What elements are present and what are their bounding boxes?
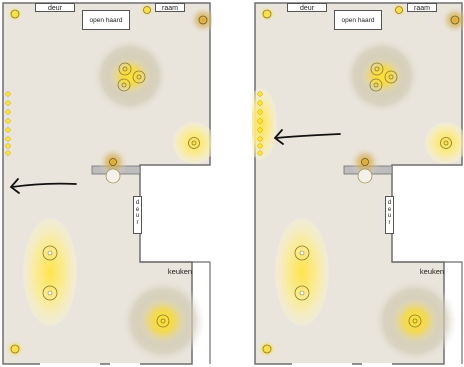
lamp-icon xyxy=(262,344,272,354)
light-glow-kitchen xyxy=(390,296,440,346)
string-lights xyxy=(5,91,11,156)
light-glow-window xyxy=(140,3,154,17)
open-hearth-label: open haard xyxy=(82,10,130,30)
lamp-icon xyxy=(412,318,418,324)
door-top-label: deur xyxy=(35,3,75,12)
lamp-icon xyxy=(121,82,127,88)
floorplan-after: deur open haard raam d e u r keuken xyxy=(252,0,464,367)
lamp-icon xyxy=(357,168,373,184)
light-glow-kitchen xyxy=(138,296,188,346)
lamp-icon xyxy=(132,70,146,84)
lamp-icon xyxy=(443,140,449,146)
lamp-icon xyxy=(118,62,132,76)
lamp-icon xyxy=(188,137,200,149)
lamp-icon xyxy=(384,70,398,84)
lamp-icon xyxy=(369,78,383,92)
door-side-label: d e u r xyxy=(385,196,394,234)
window-label: raam xyxy=(155,3,185,12)
lamp-icon xyxy=(136,74,142,80)
light-core-living xyxy=(360,56,404,96)
light-glow-right xyxy=(425,122,464,164)
lamp-icon xyxy=(42,245,58,261)
lamp-icon xyxy=(299,290,305,296)
lamp-icon xyxy=(440,137,452,149)
lamp-icon xyxy=(117,78,131,92)
open-hearth-label: open haard xyxy=(334,10,382,30)
light-glow-corner xyxy=(259,6,275,22)
lamp-icon xyxy=(374,66,380,72)
floorplan-svg xyxy=(2,2,212,365)
string-lights-glow xyxy=(252,88,277,160)
lamp-icon xyxy=(294,245,310,261)
lamp-icon xyxy=(122,66,128,72)
light-glow-window xyxy=(392,3,406,17)
light-glow-topright xyxy=(189,6,212,34)
lamp-icon xyxy=(388,74,394,80)
light-glow-oval xyxy=(23,218,77,326)
string-lights xyxy=(257,91,263,156)
light-glow-right xyxy=(173,122,212,164)
door-top-label: deur xyxy=(287,3,327,12)
kitchen-wall xyxy=(140,261,211,364)
light-glow-bottomleft xyxy=(258,340,276,358)
lamp-icon xyxy=(42,285,58,301)
lamp-icon xyxy=(408,314,422,328)
light-glow-stub xyxy=(350,147,380,177)
floorplan-before: deur open haard raam d e u r keuken xyxy=(0,0,212,367)
light-glow-stub xyxy=(98,147,128,177)
lamp-icon xyxy=(299,250,305,256)
lamp-icon xyxy=(105,168,121,184)
floorplan-svg xyxy=(252,2,464,365)
lamp-icon xyxy=(395,6,403,14)
lamp-icon xyxy=(373,82,379,88)
light-glow-topright xyxy=(441,6,464,34)
lamp-icon xyxy=(294,285,310,301)
kitchen-label: keuken xyxy=(167,267,193,276)
lamp-icon xyxy=(361,158,369,166)
lamp-icon xyxy=(10,9,20,19)
lamp-icon xyxy=(198,15,208,25)
lamp-icon xyxy=(450,15,460,25)
kitchen-label: keuken xyxy=(419,267,445,276)
lamp-icon xyxy=(370,62,384,76)
lamp-icon xyxy=(143,6,151,14)
kitchen-wall xyxy=(392,261,463,364)
light-glow-bottomleft xyxy=(6,340,24,358)
door-side-label: d e u r xyxy=(133,196,142,234)
lamp-icon xyxy=(10,344,20,354)
lamp-icon xyxy=(156,314,170,328)
light-core-living xyxy=(108,56,152,96)
light-glow-corner xyxy=(7,6,23,22)
lamp-icon xyxy=(47,290,53,296)
arrow-left xyxy=(273,129,341,145)
lamp-icon xyxy=(262,9,272,19)
lamp-icon xyxy=(109,158,117,166)
light-glow-oval xyxy=(275,218,329,326)
arrow-left xyxy=(9,178,77,194)
window-label: raam xyxy=(407,3,437,12)
lamp-icon xyxy=(191,140,197,146)
lamp-icon xyxy=(160,318,166,324)
lamp-icon xyxy=(47,250,53,256)
